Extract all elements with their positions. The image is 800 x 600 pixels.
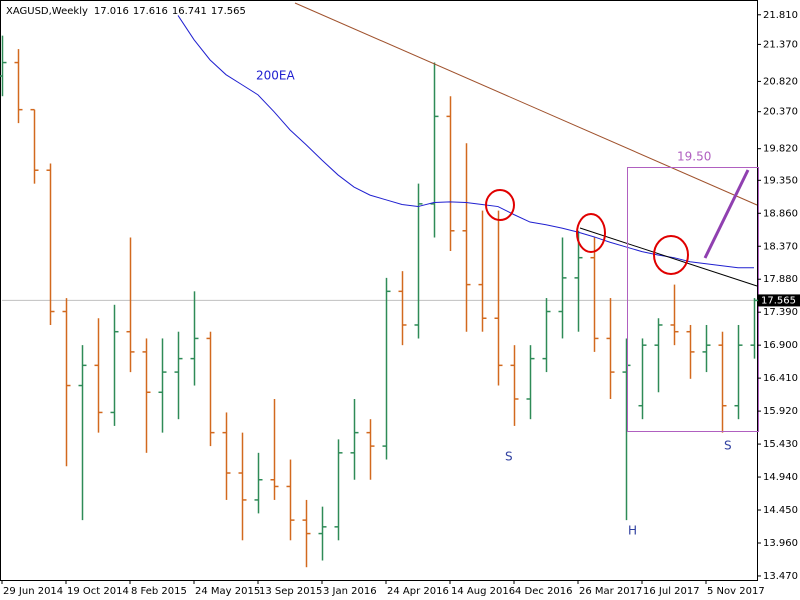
projection-line xyxy=(703,169,750,259)
y-tick-label: 19.350 xyxy=(763,175,798,186)
y-tick-label: 18.860 xyxy=(763,208,798,219)
x-tick-label: 29 Jun 2014 xyxy=(3,586,63,597)
x-tick-label: 24 Apr 2016 xyxy=(387,586,449,597)
circle xyxy=(576,213,606,253)
last-price-label: 17.565 xyxy=(761,295,796,306)
x-tick-label: 8 Feb 2015 xyxy=(131,586,187,597)
y-tick-label: 14.450 xyxy=(763,505,798,516)
x-tick-label: 13 Sep 2015 xyxy=(259,586,322,597)
x-tick-label: 3 Jan 2016 xyxy=(323,586,377,597)
y-tick-label: 21.810 xyxy=(763,10,798,21)
y-tick-label: 17.390 xyxy=(763,307,798,318)
x-tick-label: 14 Aug 2016 xyxy=(451,586,515,597)
annotation: H xyxy=(628,524,637,538)
y-tick-label: 20.820 xyxy=(763,76,798,87)
y-tick-label: 17.880 xyxy=(763,274,798,285)
trend-line xyxy=(579,227,758,287)
overlay-label: 200EA xyxy=(256,69,295,83)
y-tick-label: 21.370 xyxy=(763,39,798,50)
header: XAGUSD,Weekly 17.016 17.616 16.741 17.565 xyxy=(6,6,246,17)
y-tick-label: 13.470 xyxy=(763,571,798,582)
x-tick-label: 5 Nov 2017 xyxy=(707,586,765,597)
y-tick-label: 18.370 xyxy=(763,241,798,252)
y-tick-label: 15.920 xyxy=(763,406,798,417)
x-tick-label: 19 Oct 2014 xyxy=(67,586,129,597)
readout: 17.565 xyxy=(211,6,246,17)
x-tick-label: 4 Dec 2016 xyxy=(515,586,573,597)
circle xyxy=(653,235,689,275)
y-tick-label: 13.960 xyxy=(763,538,798,549)
plot-frame xyxy=(0,0,758,581)
x-tick-label: 24 May 2015 xyxy=(195,586,260,597)
y-tick-label: 14.940 xyxy=(763,472,798,483)
annotation: 19.50 xyxy=(677,150,711,164)
x-tick-label: 26 Mar 2017 xyxy=(579,586,642,597)
symbol: XAGUSD,Weekly xyxy=(6,6,88,17)
readout: 16.741 xyxy=(172,6,207,17)
circle xyxy=(485,189,515,221)
y-tick-label: 16.900 xyxy=(763,340,798,351)
readout: 17.616 xyxy=(133,6,168,17)
y-tick-label: 16.410 xyxy=(763,373,798,384)
y-tick-label: 15.430 xyxy=(763,439,798,450)
y-tick-label: 19.820 xyxy=(763,144,798,155)
y-tick-label: 20.370 xyxy=(763,107,798,118)
trend-line xyxy=(294,2,758,206)
annotation: S xyxy=(724,439,732,453)
moving-average xyxy=(177,15,754,269)
last-price-box xyxy=(758,294,800,307)
annotation: S xyxy=(505,450,513,464)
readout: 17.016 xyxy=(94,6,129,17)
bars xyxy=(0,15,759,568)
x-tick-label: 16 Jul 2017 xyxy=(643,586,700,597)
